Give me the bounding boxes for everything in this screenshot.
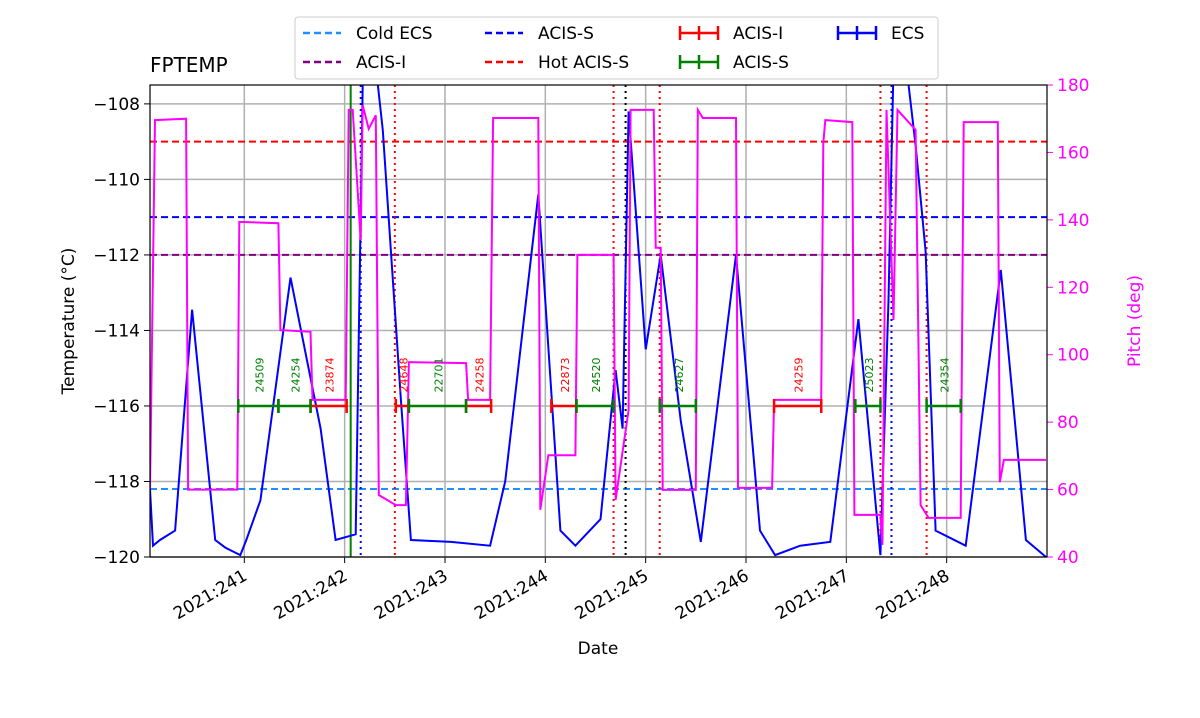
- obs-label: 24354: [939, 358, 952, 393]
- chart-title: FPTEMP: [150, 53, 228, 77]
- y2-tick-label: 100: [1057, 346, 1089, 366]
- y-tick-label: −108: [93, 95, 140, 115]
- obs-label: 24254: [289, 358, 302, 393]
- y2-tick-label: 120: [1057, 278, 1089, 298]
- obs-label: 24520: [590, 358, 603, 393]
- legend-label: ACIS-I: [733, 24, 783, 44]
- obs-label: 25023: [863, 358, 876, 393]
- legend-label: ACIS-I: [356, 53, 406, 73]
- obs-label: 24259: [793, 358, 806, 393]
- obs-label: 23874: [324, 358, 337, 393]
- obs-label: 24509: [253, 358, 266, 393]
- plot-area: 23874 24648 24258 22873 24259 24509 24254 22701…: [150, 85, 1047, 557]
- y-tick-label: −118: [93, 472, 140, 492]
- y2-tick-label: 180: [1057, 76, 1089, 96]
- legend-label: ACIS-S: [538, 24, 594, 44]
- y2-tick-label: 160: [1057, 143, 1089, 163]
- obs-label: 24648: [397, 358, 410, 393]
- y2-axis-label: Pitch (deg): [1125, 275, 1145, 367]
- obs-label: 24258: [474, 358, 487, 393]
- legend-box: [294, 16, 939, 80]
- y-tick-label: −120: [93, 548, 140, 568]
- y-tick-label: −112: [93, 246, 140, 266]
- y2-tick-label: 140: [1057, 211, 1089, 231]
- obs-label: 24627: [673, 358, 686, 393]
- y-tick-label: −114: [93, 321, 140, 341]
- x-axis-label: Date: [578, 639, 619, 659]
- y-tick-label: −116: [93, 397, 140, 417]
- y2-tick-label: 40: [1057, 548, 1079, 568]
- y-tick-label: −110: [93, 170, 140, 190]
- y2-tick-label: 60: [1057, 481, 1079, 501]
- obs-label: 22701: [432, 358, 445, 393]
- y2-tick-label: 80: [1057, 413, 1079, 433]
- y-axis-label: Temperature (°C): [59, 248, 79, 396]
- legend-label: Cold ECS: [356, 24, 433, 44]
- obs-label: 22873: [559, 358, 572, 393]
- plot-frame: [149, 84, 1048, 558]
- legend-label: ACIS-S: [733, 53, 789, 73]
- legend-label: ECS: [891, 24, 924, 44]
- series-line: [150, 85, 1047, 557]
- legend-label: Hot ACIS-S: [538, 53, 629, 73]
- series-line: [150, 104, 1046, 545]
